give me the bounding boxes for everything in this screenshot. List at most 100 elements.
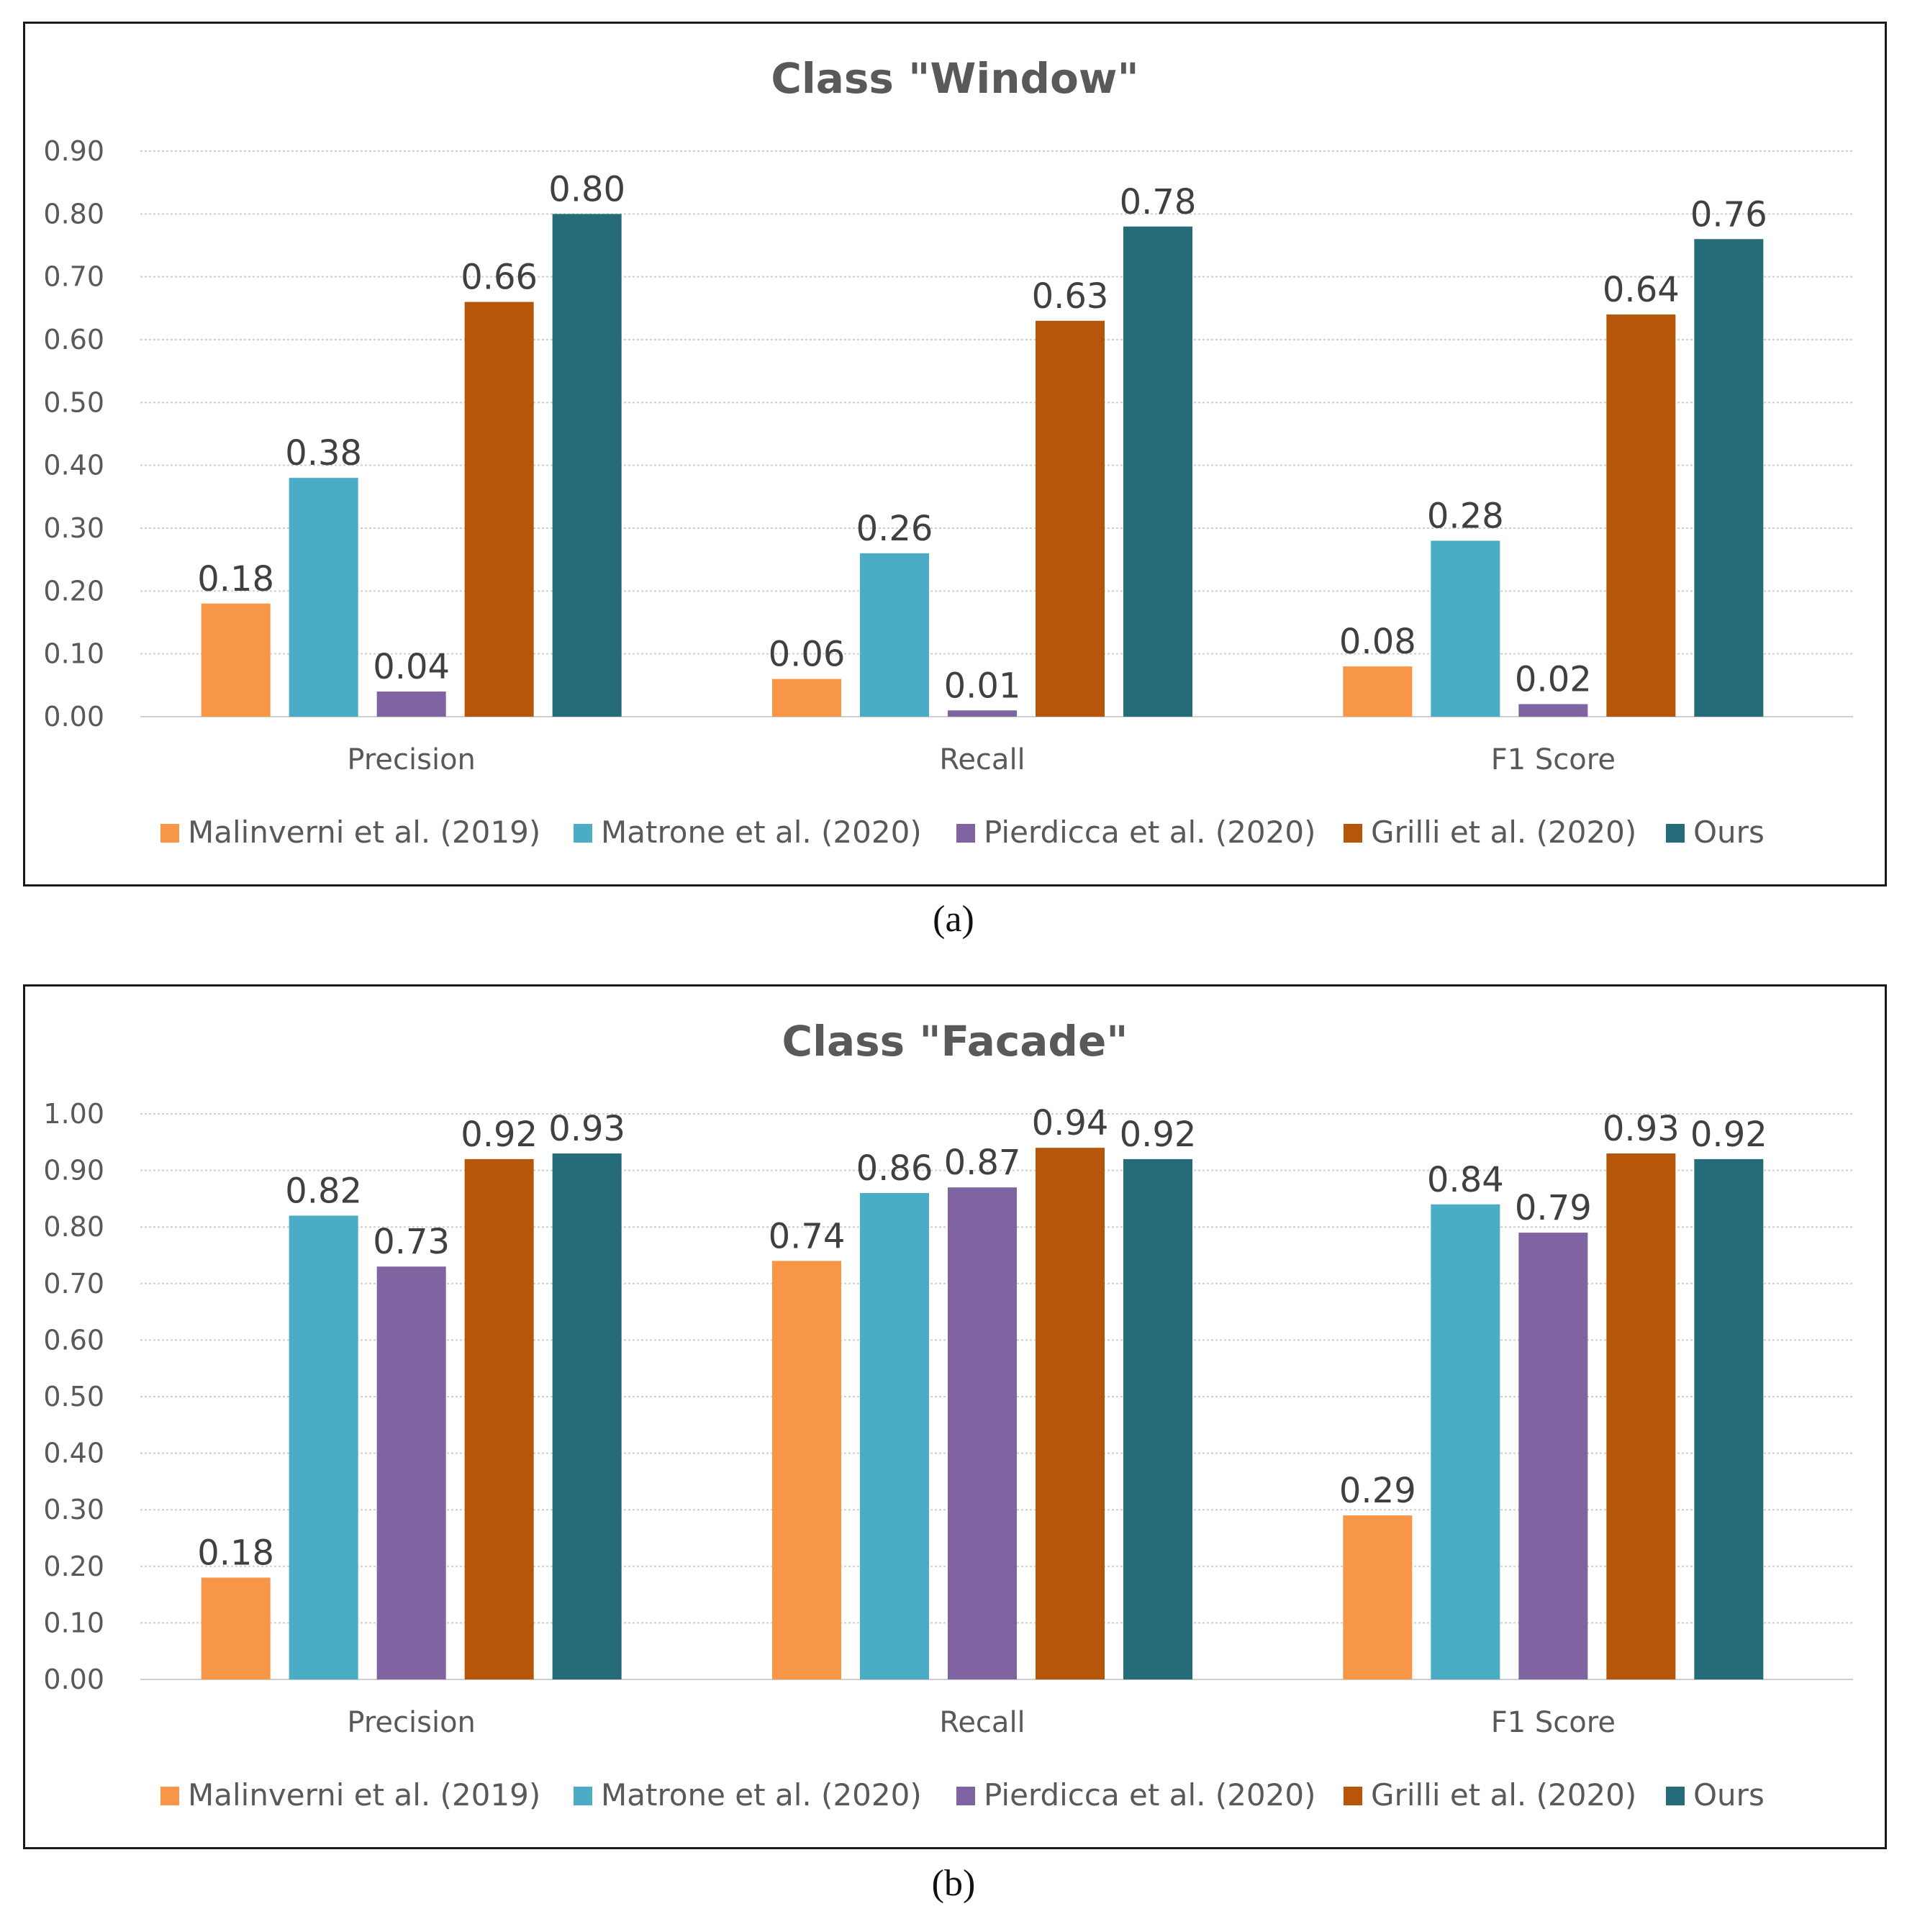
legend-swatch-pierdicca-et-al-2020: [956, 1787, 975, 1805]
data-label: 0.93: [548, 1109, 625, 1149]
chart-panel-facade: Class "Facade" 0.00 0.10 0.20 0.30 0.40 0.50 0.…: [23, 984, 1887, 1849]
chart-title: Class "Facade": [782, 1017, 1128, 1066]
data-label: 0.92: [461, 1115, 538, 1155]
bar-pierdicca-et-al-2020-precision: [376, 691, 446, 717]
legend-swatch-ours: [1666, 824, 1685, 843]
y-tick-label: 0.30: [43, 1494, 104, 1525]
bar-malinverni-et-al-2019-f1-score: [1343, 666, 1413, 717]
bar-pierdicca-et-al-2020-f1-score: [1518, 1233, 1588, 1679]
bar-pierdicca-et-al-2020-f1-score: [1518, 704, 1588, 717]
bar-ours-f1-score: [1694, 239, 1764, 717]
data-label: 0.92: [1690, 1115, 1767, 1155]
legend-label-matrone-et-al-2020: Matrone et al. (2020): [601, 1777, 922, 1813]
bar-matrone-et-al-2020-f1-score: [1431, 540, 1500, 717]
legend-label-pierdicca-et-al-2020: Pierdicca et al. (2020): [984, 1777, 1315, 1813]
bar-malinverni-et-al-2019-f1-score: [1343, 1515, 1413, 1679]
window-chart-svg: Class "Window" 0.00 0.10 0.20 0.30 0.40 0.50 0.…: [43, 54, 1853, 850]
y-tick-label: 0.40: [43, 1438, 104, 1469]
bar-malinverni-et-al-2019-recall: [772, 1261, 841, 1679]
data-label: 0.73: [373, 1222, 450, 1262]
legend-swatch-matrone-et-al-2020: [574, 1787, 592, 1805]
legend-swatch-ours: [1666, 1787, 1685, 1805]
y-tick-label: 0.70: [43, 261, 104, 293]
facade-chart-svg: Class "Facade" 0.00 0.10 0.20 0.30 0.40 0.50 0.…: [43, 1017, 1853, 1813]
category-label-f1-score: F1 Score: [1491, 743, 1616, 776]
legend-label-malinverni-et-al-2019: Malinverni et al. (2019): [188, 815, 540, 850]
bar-grilli-et-al-2020-f1-score: [1606, 314, 1676, 717]
data-label: 0.80: [548, 169, 625, 209]
caption-b: (b): [931, 1863, 976, 1904]
data-label: 0.87: [944, 1143, 1021, 1183]
bar-grilli-et-al-2020-f1-score: [1606, 1153, 1676, 1679]
data-label: 0.93: [1603, 1109, 1680, 1149]
category-label-precision: Precision: [347, 743, 475, 776]
data-label: 0.76: [1690, 194, 1767, 235]
y-tick-label: 0.20: [43, 575, 104, 607]
y-tick-label: 1.00: [43, 1098, 104, 1130]
chart-panel-window: Class "Window" 0.00 0.10 0.20 0.30 0.40 0.50 0.…: [23, 22, 1887, 886]
chart-title: Class "Window": [771, 54, 1138, 103]
legend-label-ours: Ours: [1693, 815, 1765, 850]
bar-matrone-et-al-2020-precision: [289, 1215, 358, 1679]
data-label: 0.79: [1515, 1188, 1592, 1228]
bar-grilli-et-al-2020-recall: [1036, 1148, 1105, 1679]
data-label: 0.01: [944, 666, 1021, 706]
bar-grilli-et-al-2020-precision: [464, 301, 534, 717]
legend-label-grilli-et-al-2020: Grilli et al. (2020): [1371, 815, 1636, 850]
data-label: 0.84: [1427, 1160, 1504, 1200]
data-label: 0.64: [1603, 270, 1680, 310]
legend-label-pierdicca-et-al-2020: Pierdicca et al. (2020): [984, 815, 1315, 850]
y-tick-label: 0.80: [43, 198, 104, 230]
bar-pierdicca-et-al-2020-precision: [376, 1266, 446, 1679]
y-tick-label: 0.50: [43, 386, 104, 418]
bar-matrone-et-al-2020-precision: [289, 478, 358, 717]
bar-matrone-et-al-2020-recall: [860, 553, 929, 717]
bar-ours-recall: [1123, 1158, 1192, 1679]
data-label: 0.92: [1120, 1115, 1197, 1155]
bar-malinverni-et-al-2019-precision: [201, 603, 271, 717]
caption-a: (a): [933, 899, 974, 940]
bar-pierdicca-et-al-2020-recall: [948, 1187, 1017, 1679]
y-tick-label: 0.90: [43, 135, 104, 167]
y-tick-label: 0.00: [43, 1664, 104, 1695]
legend-label-matrone-et-al-2020: Matrone et al. (2020): [601, 815, 922, 850]
bar-ours-precision: [552, 214, 622, 717]
y-tick-label: 0.90: [43, 1155, 104, 1187]
bar-ours-precision: [552, 1153, 622, 1679]
legend-label-malinverni-et-al-2019: Malinverni et al. (2019): [188, 1777, 540, 1813]
bar-malinverni-et-al-2019-precision: [201, 1577, 271, 1679]
data-label: 0.06: [769, 635, 846, 675]
category-label-recall: Recall: [939, 1706, 1025, 1739]
y-tick-label: 0.60: [43, 324, 104, 355]
data-label: 0.66: [461, 258, 538, 298]
y-tick-label: 0.30: [43, 512, 104, 544]
y-tick-label: 0.60: [43, 1324, 104, 1356]
bar-malinverni-et-al-2019-recall: [772, 679, 841, 717]
bar-matrone-et-al-2020-recall: [860, 1193, 929, 1679]
legend-swatch-grilli-et-al-2020: [1344, 1787, 1362, 1805]
data-label: 0.82: [285, 1171, 362, 1211]
data-label: 0.74: [769, 1216, 846, 1256]
category-label-precision: Precision: [347, 1706, 475, 1739]
bar-grilli-et-al-2020-precision: [464, 1158, 534, 1679]
data-label: 0.63: [1032, 276, 1109, 317]
legend-swatch-pierdicca-et-al-2020: [956, 824, 975, 843]
data-label: 0.28: [1427, 496, 1504, 536]
data-label: 0.08: [1339, 622, 1416, 662]
data-label: 0.38: [285, 433, 362, 473]
y-tick-label: 0.70: [43, 1268, 104, 1300]
bar-ours-f1-score: [1694, 1158, 1764, 1679]
data-label: 0.78: [1120, 182, 1197, 222]
legend-swatch-grilli-et-al-2020: [1344, 824, 1362, 843]
y-tick-label: 0.20: [43, 1551, 104, 1582]
legend-label-grilli-et-al-2020: Grilli et al. (2020): [1371, 1777, 1636, 1813]
legend-label-ours: Ours: [1693, 1777, 1765, 1813]
data-label: 0.18: [197, 1533, 274, 1574]
bar-matrone-et-al-2020-f1-score: [1431, 1204, 1500, 1679]
bar-pierdicca-et-al-2020-recall: [948, 710, 1017, 717]
y-tick-label: 0.00: [43, 701, 104, 733]
y-tick-label: 0.50: [43, 1381, 104, 1412]
y-tick-label: 0.40: [43, 450, 104, 481]
data-label: 0.26: [856, 509, 933, 549]
legend-swatch-malinverni-et-al-2019: [160, 824, 179, 843]
